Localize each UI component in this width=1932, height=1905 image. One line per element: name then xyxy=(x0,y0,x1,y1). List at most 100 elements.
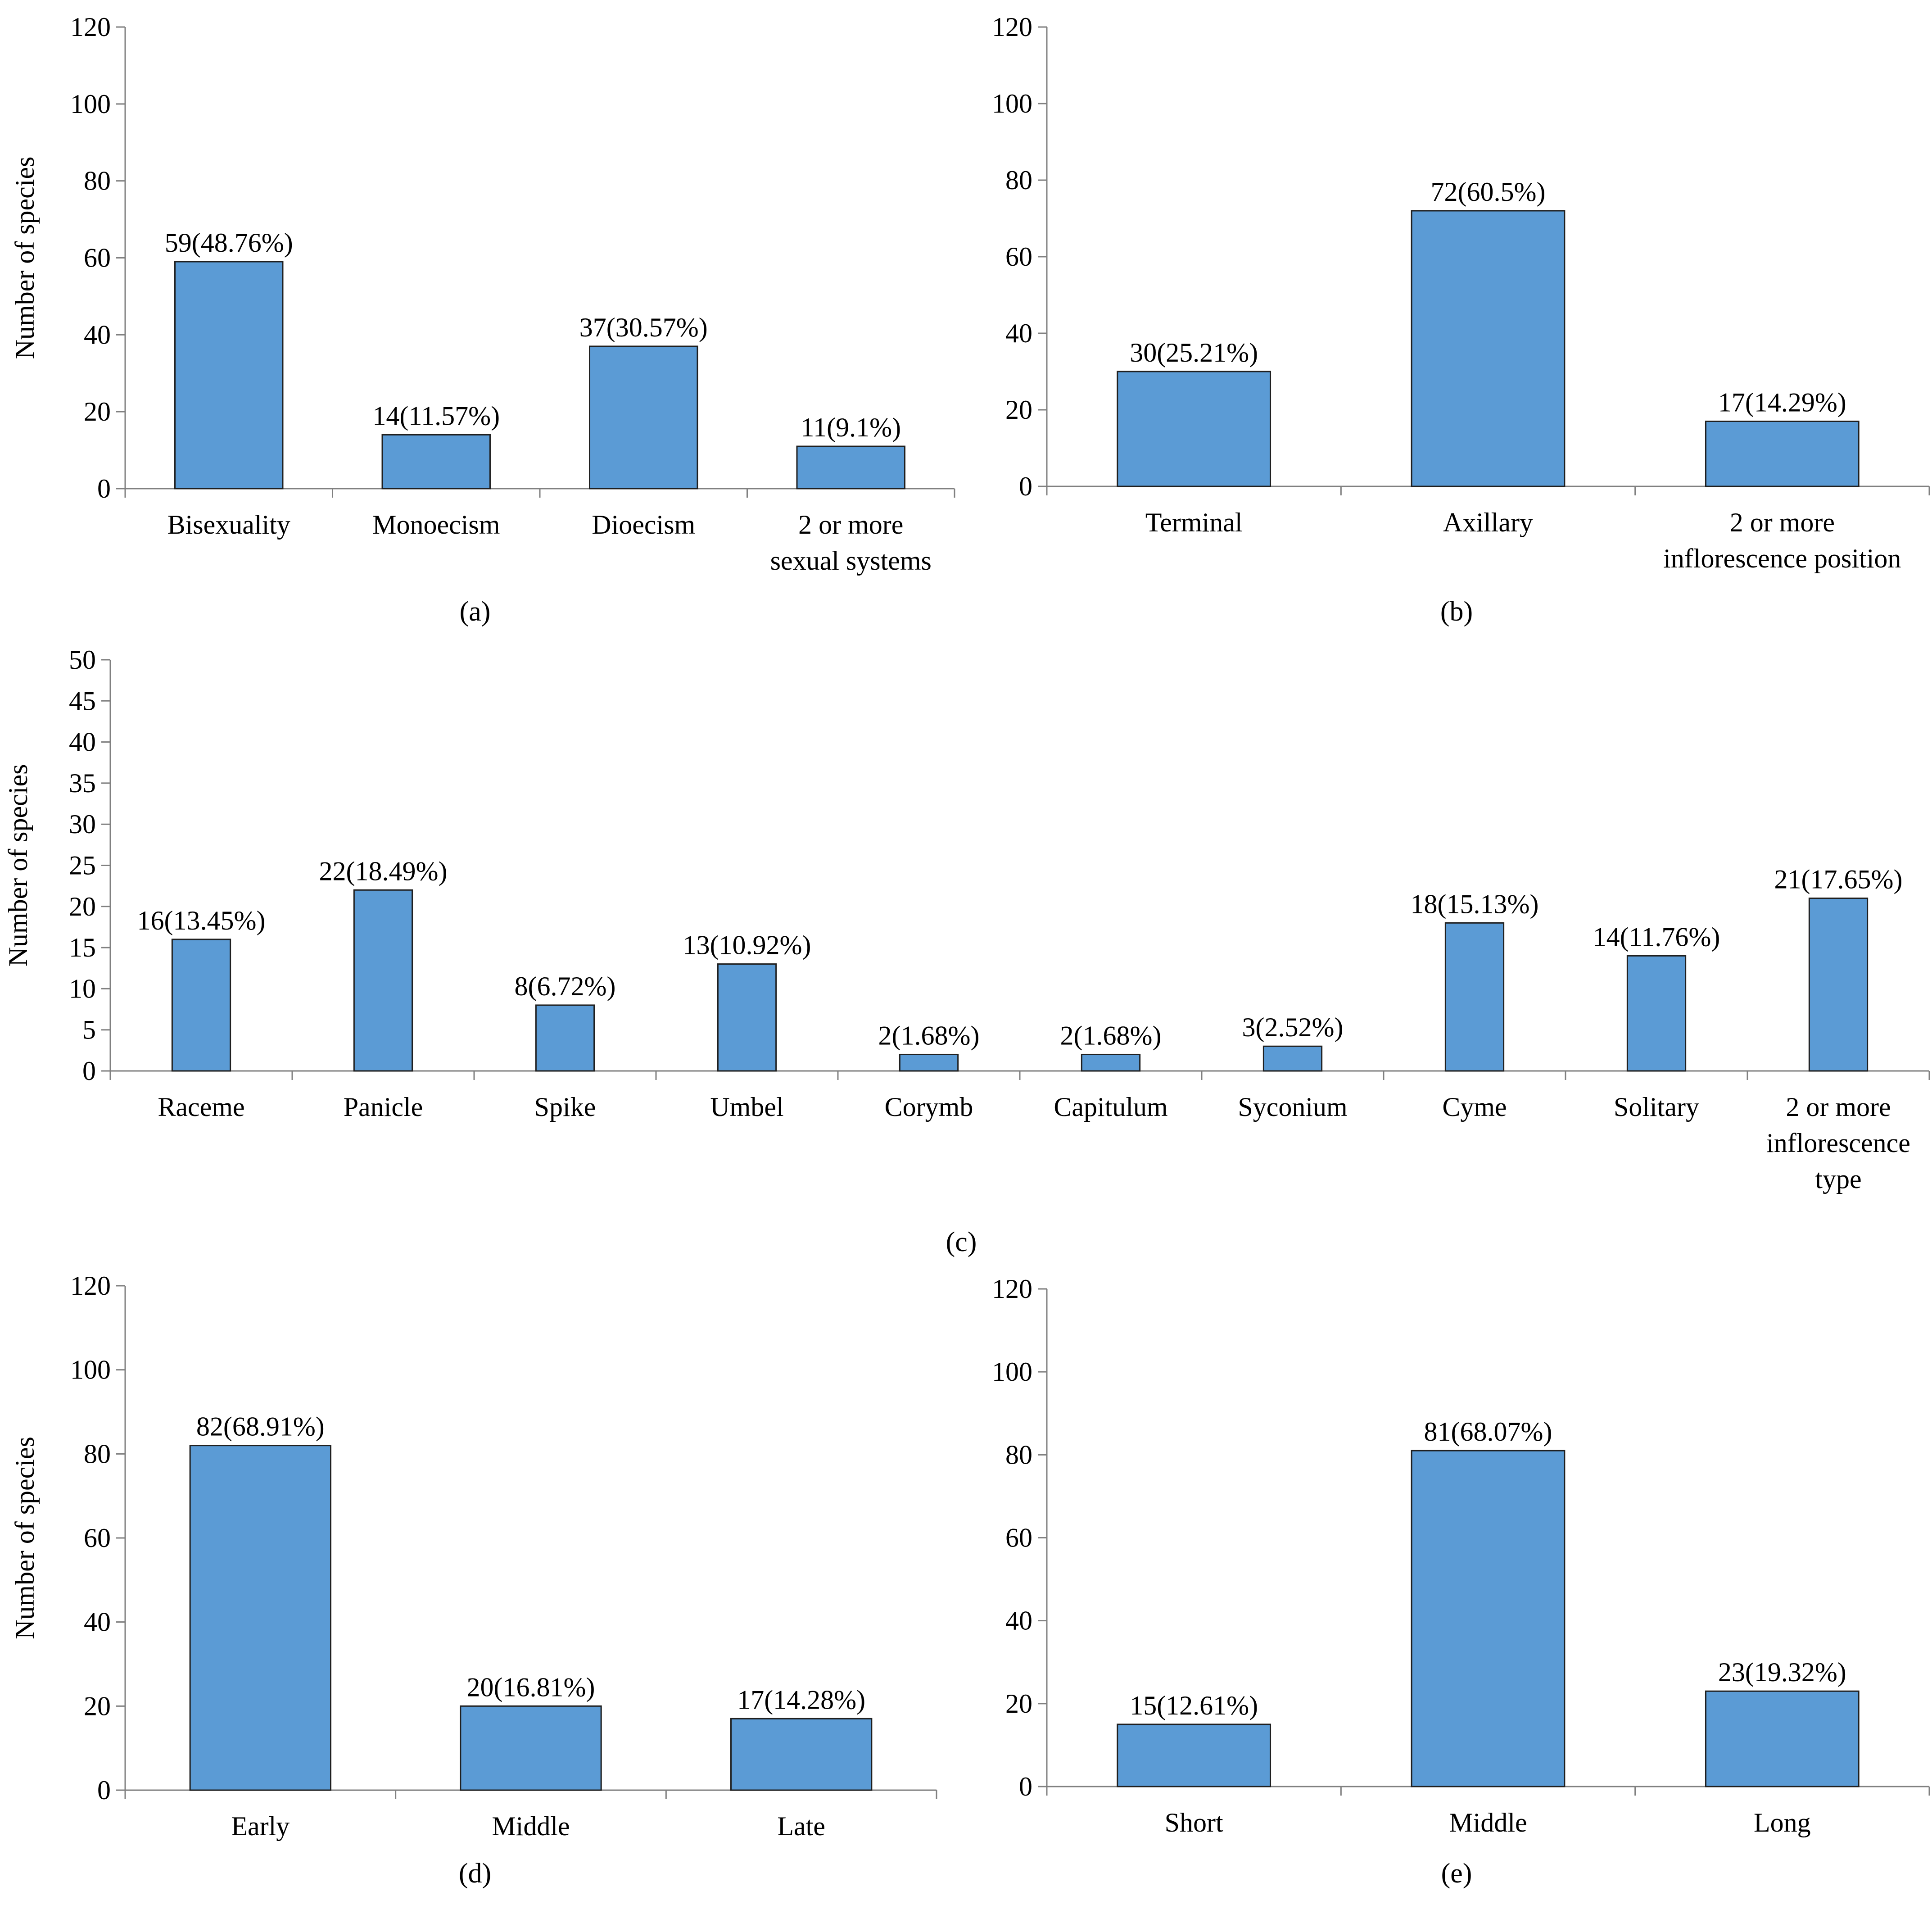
chart-c-data-label-capitulum: 2(1.68%) xyxy=(1060,1021,1162,1050)
chart-c-bar-solitary xyxy=(1626,955,1687,1072)
chart-d-data-label-early: 82(68.91%) xyxy=(196,1412,325,1442)
chart-c-category-label-capitulum: Capitulum xyxy=(1054,1092,1167,1122)
chart-d-category-label-middle: Middle xyxy=(492,1811,570,1841)
chart-b-category-label-terminal: Terminal xyxy=(1145,508,1243,537)
chart-d-category-label-early: Early xyxy=(231,1811,290,1841)
chart-a-bar-dioecism xyxy=(589,345,698,490)
chart-d-y-tick-label-40: 40 xyxy=(84,1607,111,1637)
chart-c-data-label-panicle: 22(18.49%) xyxy=(319,856,448,886)
chart-a-y-axis-label: Number of species xyxy=(10,157,40,359)
chart-b-bar-2-or-more-inflorescence-position xyxy=(1705,421,1860,487)
chart-c-bar-corymb xyxy=(899,1053,959,1072)
chart-a-data-label-monoecism: 14(11.57%) xyxy=(372,401,500,431)
chart-a-y-tick-label-40: 40 xyxy=(84,320,111,349)
chart-a-y-tick-label-100: 100 xyxy=(70,89,111,119)
chart-b-y-tick-label-80: 80 xyxy=(1005,165,1032,195)
panel-label-c: (c) xyxy=(946,1227,977,1257)
chart-a-data-label-bisexuality: 59(48.76%) xyxy=(165,228,293,258)
chart-c-y-tick-label-45: 45 xyxy=(69,686,96,716)
chart-a-category-label-dioecism: Dioecism xyxy=(592,510,695,540)
chart-d-flowering-time: 0 20 40 60 80 100 120 Number of species 82(68.91… xyxy=(10,1271,937,1841)
chart-b-category-label-axillary: Axillary xyxy=(1443,508,1533,537)
chart-e-category-label-middle: Middle xyxy=(1449,1808,1527,1837)
chart-a-y-tick-label-20: 20 xyxy=(84,397,111,426)
chart-c-category-label-2-or-more-inflorescence-type: 2 or more inflorescence type xyxy=(1766,1092,1910,1194)
chart-d-category-label-late: Late xyxy=(777,1811,825,1841)
chart-d-data-label-late: 17(14.28%) xyxy=(737,1685,865,1714)
chart-c-bar-cyme xyxy=(1444,922,1505,1072)
chart-c-category-label-solitary: Solitary xyxy=(1614,1092,1699,1122)
chart-a-category-label-bisexuality: Bisexuality xyxy=(167,510,290,540)
chart-c-data-label-2-or-more-inflorescence-type: 21(17.65%) xyxy=(1774,865,1903,894)
chart-a-category-label-monoecism: Monoecism xyxy=(372,510,500,540)
chart-c-y-tick-label-10: 10 xyxy=(69,974,96,1003)
chart-d-bar-early xyxy=(189,1445,332,1791)
chart-c-y-tick-label-50: 50 xyxy=(69,645,96,675)
chart-b-bar-axillary xyxy=(1411,210,1566,487)
chart-b-y-tick-label-100: 100 xyxy=(992,89,1032,118)
chart-c-data-label-corymb: 2(1.68%) xyxy=(878,1021,980,1050)
chart-c-category-label-umbel: Umbel xyxy=(710,1092,783,1122)
chart-a-data-label-dioecism: 37(30.57%) xyxy=(579,313,708,342)
chart-b-y-tick-label-40: 40 xyxy=(1005,318,1032,348)
chart-a-bar-bisexuality xyxy=(174,261,284,490)
chart-a-y-tick-label-120: 120 xyxy=(70,12,111,42)
chart-d-y-tick-label-20: 20 xyxy=(84,1691,111,1721)
chart-e-flowering-duration: 0 20 40 60 80 100 120 15(12.61%) Short 81(68.07%)… xyxy=(992,1274,1930,1837)
chart-b-y-tick-label-120: 120 xyxy=(992,12,1032,42)
chart-c-data-label-syconium: 3(2.52%) xyxy=(1242,1012,1344,1042)
chart-c-inflorescence-type: 0 5 10 15 20 25 30 35 40 45 50 Number of species 16(… xyxy=(3,645,1930,1194)
chart-b-data-label-terminal: 30(25.21%) xyxy=(1130,338,1258,367)
chart-a-category-label-2-or-more-sexual-systems: 2 or more sexual systems xyxy=(770,510,932,576)
chart-c-category-label-corymb: Corymb xyxy=(885,1092,973,1122)
chart-c-category-label-syconium: Syconium xyxy=(1238,1092,1347,1122)
chart-e-y-tick-label-40: 40 xyxy=(1005,1606,1032,1636)
chart-c-y-tick-label-5: 5 xyxy=(82,1015,96,1045)
chart-c-data-label-raceme: 16(13.45%) xyxy=(137,906,266,935)
chart-c-y-tick-label-30: 30 xyxy=(69,809,96,839)
chart-e-data-label-short: 15(12.61%) xyxy=(1130,1691,1258,1720)
chart-b-category-label-2-or-more-inflorescence-position: 2 or more inflorescence position xyxy=(1663,508,1901,573)
chart-c-y-tick-label-35: 35 xyxy=(69,768,96,798)
chart-d-y-tick-label-0: 0 xyxy=(97,1775,111,1805)
chart-c-data-label-cyme: 18(15.13%) xyxy=(1411,889,1539,919)
chart-c-category-label-spike: Spike xyxy=(534,1092,596,1122)
chart-c-bar-2-or-more-inflorescence-type xyxy=(1808,898,1869,1072)
chart-b-data-label-axillary: 72(60.5%) xyxy=(1431,177,1546,207)
chart-c-bar-syconium xyxy=(1262,1045,1323,1072)
chart-d-y-tick-label-80: 80 xyxy=(84,1439,111,1469)
chart-c-category-label-raceme: Raceme xyxy=(158,1092,244,1122)
chart-a-y-tick-label-60: 60 xyxy=(84,243,111,273)
chart-e-y-tick-label-60: 60 xyxy=(1005,1523,1032,1553)
chart-c-y-tick-label-20: 20 xyxy=(69,892,96,921)
panel-label-a: (a) xyxy=(460,596,491,627)
chart-d-bar-late xyxy=(730,1718,873,1791)
panel-label-e: (e) xyxy=(1441,1858,1472,1889)
chart-d-y-tick-label-60: 60 xyxy=(84,1523,111,1553)
chart-c-bar-panicle xyxy=(353,889,413,1072)
chart-a-bar-2-or-more-sexual-systems xyxy=(796,445,905,490)
chart-e-y-tick-label-120: 120 xyxy=(992,1274,1032,1304)
chart-b-y-tick-label-60: 60 xyxy=(1005,242,1032,272)
chart-e-y-tick-label-100: 100 xyxy=(992,1357,1032,1387)
chart-e-bar-short xyxy=(1117,1724,1271,1787)
chart-e-category-label-short: Short xyxy=(1165,1808,1223,1837)
chart-e-y-tick-label-80: 80 xyxy=(1005,1440,1032,1470)
chart-e-bar-long xyxy=(1705,1690,1860,1787)
chart-c-y-tick-label-15: 15 xyxy=(69,933,96,962)
chart-b-bar-terminal xyxy=(1117,371,1271,487)
chart-d-y-tick-label-120: 120 xyxy=(70,1271,111,1301)
chart-c-bar-raceme xyxy=(171,939,231,1072)
panel-label-d: (d) xyxy=(459,1858,491,1889)
chart-c-bar-umbel xyxy=(717,963,777,1072)
chart-c-y-axis-label: Number of species xyxy=(3,764,33,967)
chart-b-y-tick-label-0: 0 xyxy=(1019,472,1032,501)
chart-c-y-tick-label-0: 0 xyxy=(82,1056,96,1086)
chart-e-y-tick-label-0: 0 xyxy=(1019,1772,1032,1801)
chart-b-data-label-2-or-more-inflorescence-position: 17(14.29%) xyxy=(1718,388,1846,417)
chart-e-bar-middle xyxy=(1411,1450,1566,1787)
chart-a-data-label-2-or-more-sexual-systems: 11(9.1%) xyxy=(801,413,901,442)
chart-c-data-label-umbel: 13(10.92%) xyxy=(683,930,811,960)
chart-c-bar-capitulum xyxy=(1081,1053,1141,1072)
